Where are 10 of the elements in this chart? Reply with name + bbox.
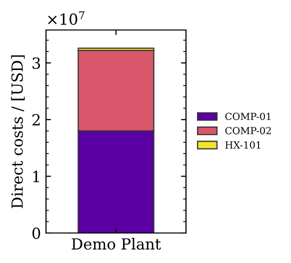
- y-tick-label: 1: [33, 170, 39, 182]
- legend-label: COMP-01: [225, 112, 270, 120]
- legend-label: HX-101: [225, 141, 260, 149]
- x-tick-label: Demo Plant: [72, 238, 161, 250]
- y-tick-label: 0: [32, 227, 40, 240]
- y-axis-title: Direct costs / [USD]: [11, 55, 25, 208]
- y-tick-label: 2: [32, 114, 40, 126]
- legend-label: COMP-02: [225, 126, 271, 134]
- y-tick-label: 3: [32, 57, 40, 69]
- text: ×10$^{7}$: [48, 11, 84, 25]
